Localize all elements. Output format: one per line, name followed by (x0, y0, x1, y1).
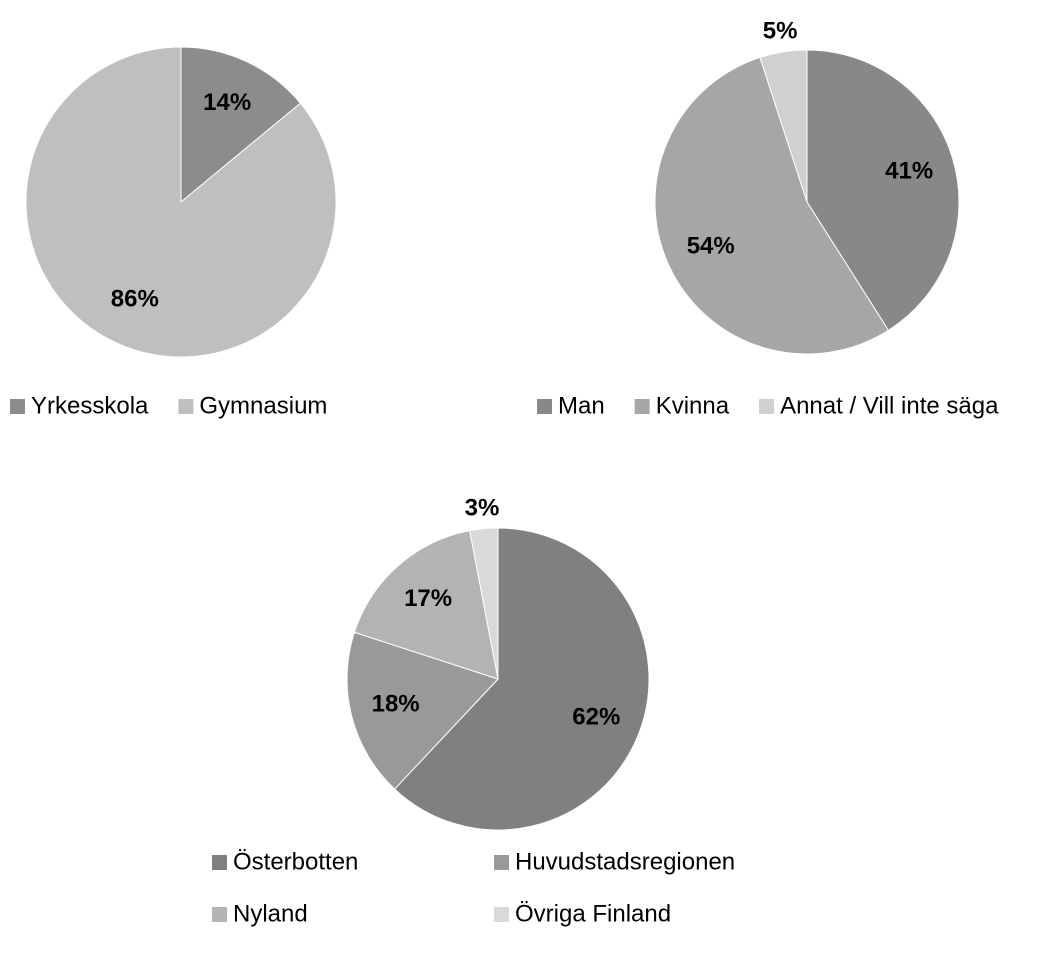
pie-slice (654, 56, 890, 355)
legend-label: Annat / Vill inte säga (780, 392, 999, 419)
legend-swatch (212, 907, 227, 922)
data-label: 3% (465, 494, 500, 521)
legend-swatch (759, 399, 775, 414)
pie-slice (393, 527, 650, 831)
legend-label: Yrkesskola (31, 392, 149, 419)
legend-label: Huvudstadsregionen (515, 848, 735, 875)
data-label: 17% (404, 585, 452, 612)
legend-swatch (494, 907, 509, 922)
pie-slice (353, 530, 499, 680)
legend-swatch (494, 855, 509, 870)
data-label: 41% (885, 158, 933, 185)
legend-swatch (212, 855, 227, 870)
pie-slice (180, 46, 302, 204)
pie-slice (469, 527, 499, 680)
legend-swatch (178, 399, 194, 414)
legend-label: Gymnasium (199, 392, 327, 419)
data-label: 62% (572, 703, 620, 730)
legend-label: Nyland (233, 900, 308, 927)
legend-swatch (10, 399, 25, 414)
data-label: 86% (111, 286, 159, 313)
pie-slice (759, 49, 808, 203)
pie-slice (346, 631, 499, 790)
legend-swatch (537, 399, 552, 414)
pie-slice (806, 49, 960, 332)
legend-label: Övriga Finland (515, 900, 671, 927)
legend-label: Man (558, 392, 605, 419)
data-label: 5% (763, 18, 798, 45)
pie-slice (25, 46, 337, 358)
data-label: 18% (372, 691, 420, 718)
data-label: 54% (687, 233, 735, 260)
legend-label: Kvinna (656, 392, 730, 419)
legend-swatch (634, 399, 650, 414)
data-label: 14% (203, 89, 251, 116)
legend-label: Österbotten (233, 848, 358, 875)
